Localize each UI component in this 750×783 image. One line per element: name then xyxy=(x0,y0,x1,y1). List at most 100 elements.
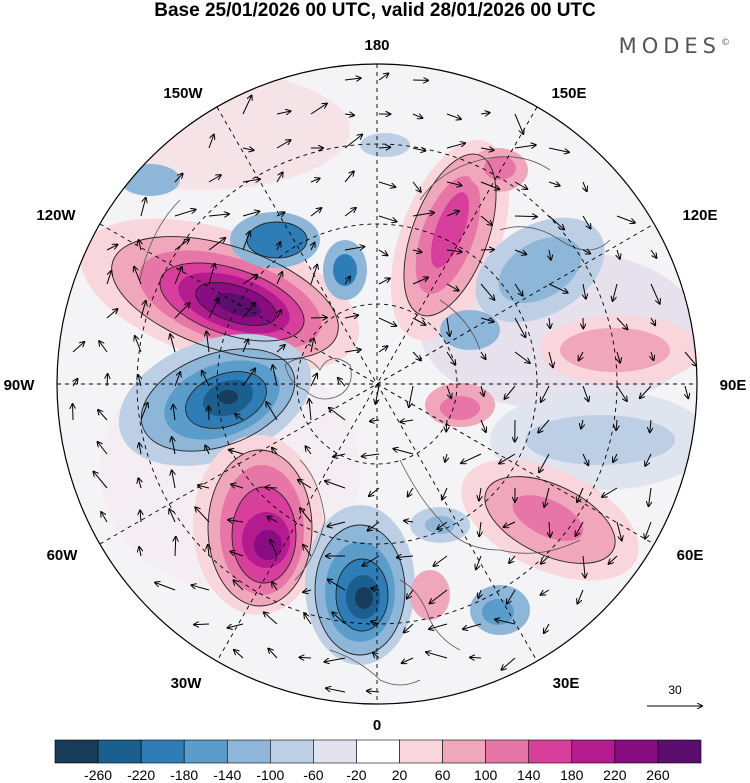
wind-arrow xyxy=(549,249,551,260)
wind-arrow xyxy=(276,111,290,114)
wind-arrow xyxy=(310,104,327,115)
wind-arrow xyxy=(139,240,141,251)
wind-arrow xyxy=(228,623,244,628)
wind-arrow xyxy=(650,249,656,258)
wind-arrow xyxy=(231,484,244,488)
wind-arrow xyxy=(480,283,494,300)
wind-arrow xyxy=(107,374,108,387)
wind-arrow xyxy=(548,283,568,293)
wind-arrow xyxy=(298,480,312,489)
wind-arrow xyxy=(616,317,627,329)
wind-arrow xyxy=(541,555,550,564)
wind-arrow xyxy=(602,487,618,497)
wind-arrow xyxy=(155,582,176,591)
wind-arrow xyxy=(174,210,196,217)
wind-arrow xyxy=(544,623,550,633)
wind-arrow xyxy=(344,350,361,352)
colorbar-label: -100 xyxy=(256,767,284,783)
lon-label-60w: 60W xyxy=(47,547,79,564)
wind-arrow xyxy=(170,334,176,353)
wind-arrow xyxy=(272,448,277,455)
wind-arrow xyxy=(106,271,111,285)
wind-arrow xyxy=(412,213,434,217)
greenland-positive xyxy=(193,435,323,615)
wind-arrow xyxy=(478,589,481,598)
colorbar-label: -60 xyxy=(303,767,323,783)
wind-arrow xyxy=(613,283,618,301)
colorbar-swatch xyxy=(183,739,228,764)
wind-arrow xyxy=(548,147,569,152)
wind-arrow xyxy=(476,555,482,569)
wind-arrow xyxy=(101,512,108,523)
wind-arrow xyxy=(582,385,589,401)
wind-arrow xyxy=(549,521,550,537)
anomaly-field xyxy=(57,64,697,704)
wind-arrow xyxy=(412,114,422,118)
wind-arrow xyxy=(332,612,346,625)
wind-arrow xyxy=(138,375,141,387)
wind-arrow xyxy=(437,521,448,529)
wind-arrow xyxy=(273,365,278,387)
wind-arrow xyxy=(140,510,141,523)
wind-arrow xyxy=(445,453,447,462)
wind-arrow xyxy=(344,78,361,80)
wind-arrow xyxy=(514,351,530,363)
colorbar-label: -180 xyxy=(170,767,198,783)
wind-arrow xyxy=(426,652,448,659)
colorbar-swatch xyxy=(442,739,486,764)
wind-arrow xyxy=(106,245,117,251)
wind-arrow xyxy=(173,405,175,421)
wind-arrow xyxy=(276,172,283,183)
wind-arrow xyxy=(433,555,448,566)
wind-arrow xyxy=(235,414,244,421)
wind-arrow xyxy=(412,317,425,325)
wind-arrow xyxy=(172,437,175,455)
colorbar-label: -140 xyxy=(213,767,241,783)
wind-arrow xyxy=(412,278,428,285)
wind-arrow xyxy=(242,96,252,115)
wind-arrow xyxy=(208,264,215,285)
colorbar-label: 20 xyxy=(392,767,408,783)
wind-arrow xyxy=(407,589,414,599)
wind-arrow xyxy=(333,454,346,457)
wind-arrow xyxy=(400,420,414,422)
wind-arrow xyxy=(430,589,448,603)
lon-label-90e: 90E xyxy=(720,377,747,394)
lon-label-0: 0 xyxy=(373,717,381,734)
wind-arrow xyxy=(98,442,108,455)
wind-arrow xyxy=(344,315,358,318)
wind-arrow xyxy=(446,143,465,149)
wind-arrow xyxy=(72,342,84,353)
wind-arrow xyxy=(169,509,176,523)
wind-arrow xyxy=(375,385,380,404)
wind-arrow xyxy=(507,589,516,604)
wind-arrow xyxy=(311,243,315,251)
wind-arrow xyxy=(645,521,652,539)
wind-arrow xyxy=(378,249,387,255)
wind-arrow xyxy=(404,623,414,632)
colorbar-swatch xyxy=(485,739,530,764)
wind-arrow xyxy=(326,688,346,693)
colorbar-swatch xyxy=(140,739,185,764)
wind-arrow xyxy=(99,341,108,353)
wind-arrow xyxy=(645,453,652,466)
wind-arrow xyxy=(276,345,285,353)
colorbar-swatch xyxy=(54,739,99,764)
wind-arrow xyxy=(514,216,537,217)
wind-arrow xyxy=(412,250,421,252)
wind-arrow xyxy=(447,317,450,336)
wind-arrow xyxy=(310,178,320,182)
lon-label-120w: 120W xyxy=(36,207,76,224)
wind-arrow xyxy=(138,478,141,489)
wind-arrow xyxy=(378,73,388,81)
wind-arrow xyxy=(268,649,278,659)
wind-arrow xyxy=(446,283,459,291)
lon-label-120e: 120E xyxy=(682,207,717,224)
wind-arrow xyxy=(397,556,414,557)
wind-arrow xyxy=(514,317,525,337)
colorbar-swatch xyxy=(657,739,702,764)
wind-reference-label: 30 xyxy=(668,683,682,697)
wind-arrow xyxy=(140,301,146,319)
wind-arrow xyxy=(344,247,364,251)
